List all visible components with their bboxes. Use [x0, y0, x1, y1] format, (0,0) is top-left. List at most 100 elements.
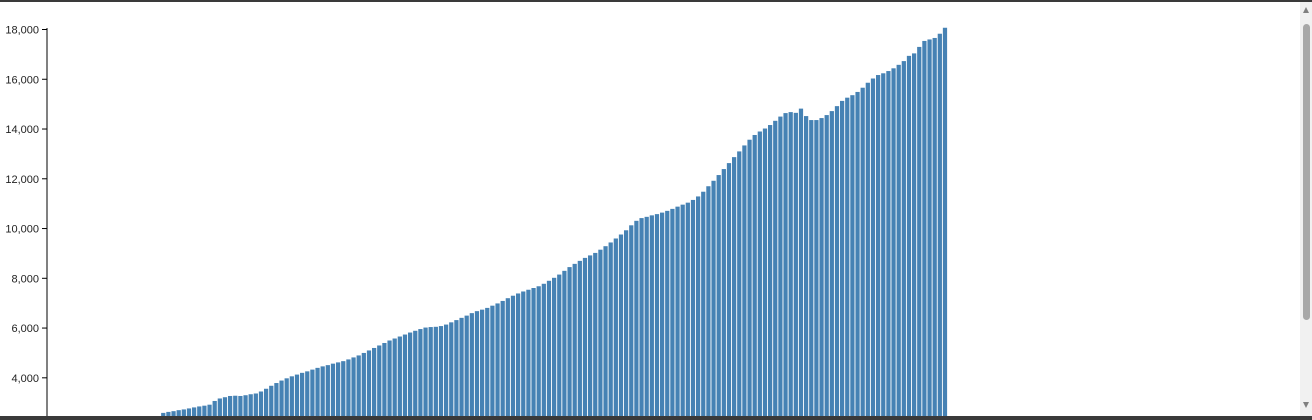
- bar: [660, 212, 665, 416]
- bar: [942, 27, 948, 416]
- bar: [197, 406, 202, 416]
- bar: [829, 111, 834, 416]
- bar: [629, 225, 634, 416]
- bar: [819, 118, 824, 416]
- bar: [886, 71, 891, 416]
- bar: [233, 395, 238, 416]
- bar: [310, 369, 315, 416]
- bar: [644, 216, 649, 416]
- bar: [603, 246, 608, 416]
- bar: [397, 336, 402, 416]
- scroll-down-arrow-icon[interactable]: [1303, 402, 1309, 408]
- y-tick-label: 8,000: [11, 273, 39, 285]
- top-border: [0, 0, 1312, 2]
- bar: [922, 40, 927, 416]
- bar: [161, 412, 166, 416]
- bar: [824, 115, 829, 416]
- bar: [449, 322, 454, 416]
- bar: [834, 106, 840, 416]
- bar: [228, 395, 233, 416]
- bar: [793, 112, 798, 416]
- y-tick-label: 10,000: [5, 224, 39, 236]
- bar: [654, 214, 660, 416]
- bar: [469, 313, 474, 416]
- bar: [680, 204, 685, 416]
- bar: [474, 311, 480, 416]
- y-tick-label: 12,000: [5, 174, 39, 186]
- bar: [202, 405, 207, 416]
- bar: [408, 332, 413, 416]
- bar: [876, 75, 881, 416]
- bar: [639, 218, 644, 416]
- bar: [186, 408, 192, 416]
- bar: [402, 334, 408, 416]
- bar: [804, 116, 809, 416]
- bar: [361, 352, 366, 416]
- bar: [649, 215, 654, 416]
- bar: [377, 345, 382, 416]
- bar: [809, 120, 814, 416]
- bar: [356, 355, 361, 416]
- bar: [870, 78, 876, 416]
- bar: [444, 324, 449, 416]
- bar: [577, 260, 582, 416]
- bar: [912, 53, 917, 416]
- y-tick-label: 4,000: [11, 373, 39, 385]
- vertical-scrollbar[interactable]: [1300, 2, 1312, 416]
- bar: [732, 157, 737, 416]
- bar: [536, 286, 541, 416]
- bar: [212, 400, 217, 416]
- bar: [670, 208, 675, 416]
- bar: [264, 388, 269, 416]
- bar: [855, 91, 860, 416]
- bar: [166, 411, 171, 416]
- bar: [505, 298, 510, 416]
- bar: [762, 128, 768, 416]
- bar: [207, 404, 212, 416]
- bar: [438, 326, 444, 416]
- bar: [351, 357, 356, 416]
- bar: [325, 365, 330, 416]
- bar: [788, 112, 793, 416]
- bar: [582, 257, 588, 416]
- bar: [901, 61, 906, 416]
- bar: [495, 303, 500, 416]
- bar: [752, 134, 757, 416]
- bar: [346, 359, 351, 416]
- bar: [845, 97, 850, 416]
- bar: [181, 409, 186, 416]
- bar: [618, 234, 624, 416]
- bar: [176, 410, 181, 416]
- bar: [480, 309, 485, 416]
- bar: [238, 395, 243, 416]
- bar: [433, 326, 438, 416]
- bar: [798, 108, 804, 416]
- bar: [572, 263, 577, 416]
- bar: [593, 252, 598, 416]
- bar: [300, 372, 305, 416]
- bar: [258, 391, 264, 416]
- bar: [510, 295, 516, 416]
- bar: [459, 317, 464, 416]
- bar: [773, 120, 778, 416]
- bar: [778, 116, 783, 416]
- bar: [850, 95, 855, 416]
- bar: [192, 407, 197, 416]
- bar: [726, 163, 732, 416]
- bar: [665, 210, 670, 416]
- bar: [624, 230, 629, 416]
- bar: [428, 327, 433, 416]
- bar: [248, 394, 253, 416]
- scroll-up-arrow-icon[interactable]: [1303, 7, 1309, 13]
- bar: [521, 291, 526, 416]
- bar: [382, 342, 387, 416]
- bar: [696, 196, 701, 416]
- bar: [552, 277, 557, 416]
- bar: [891, 68, 896, 416]
- bar: [485, 307, 490, 416]
- bar: [768, 125, 773, 416]
- bar: [464, 315, 469, 416]
- scrollbar-thumb[interactable]: [1303, 24, 1310, 320]
- bar: [274, 383, 279, 416]
